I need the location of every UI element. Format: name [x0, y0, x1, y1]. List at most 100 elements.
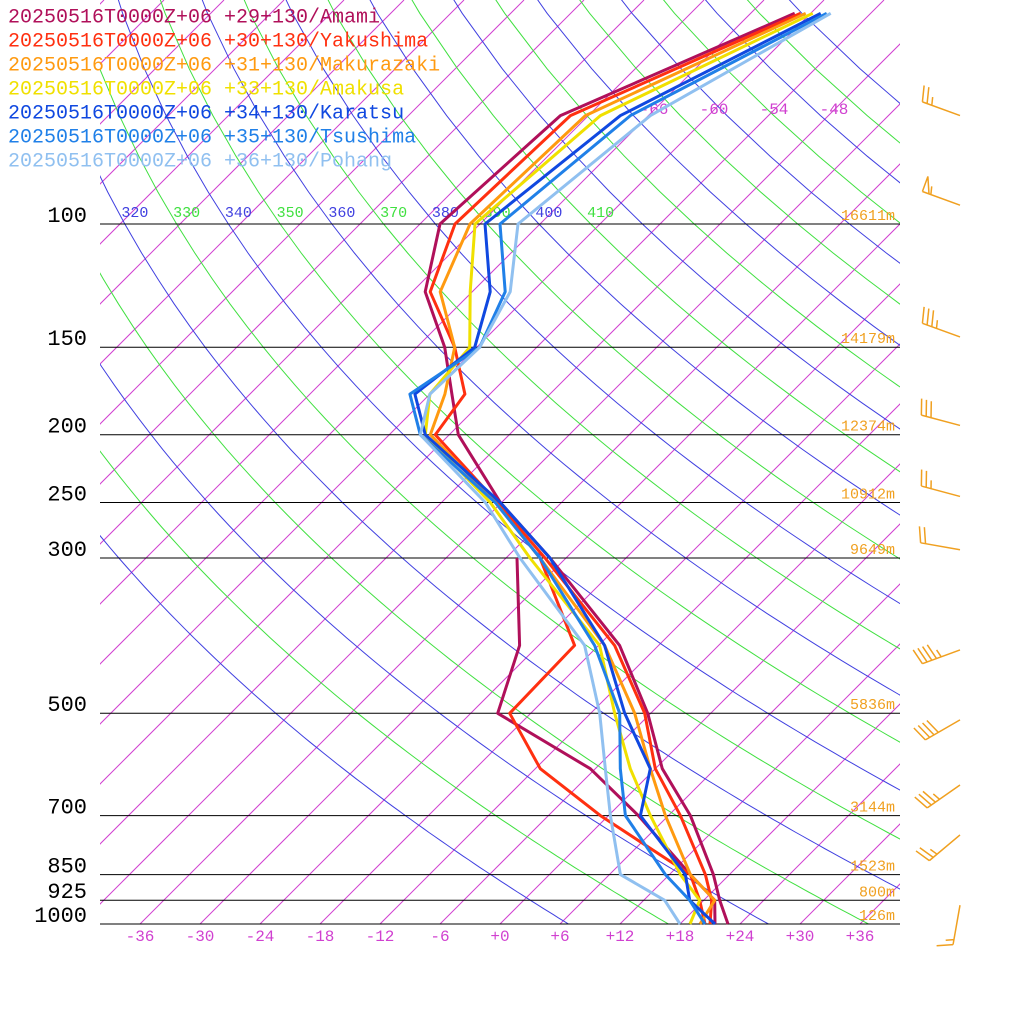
dry-adiabat	[100, 272, 870, 924]
legend-entry: 20250516T0000Z+06 +34+130/Karatsu	[8, 102, 404, 125]
y-tick-label: 925	[47, 880, 87, 905]
wind-barb	[914, 784, 961, 809]
x-tick-label: +12	[606, 928, 635, 946]
legend-entry: 20250516T0000Z+06 +30+130/Yakushima	[8, 30, 428, 53]
dry-adiabat	[411, 0, 900, 473]
profile-line	[408, 11, 828, 925]
height-label: 800m	[859, 884, 895, 901]
isotherm	[100, 0, 645, 545]
wind-barb	[913, 719, 961, 741]
isotherm	[980, 0, 1024, 924]
x-tick-label: +24	[726, 928, 755, 946]
y-tick-label: 250	[47, 482, 87, 507]
dry-adiabat	[100, 534, 570, 924]
isotherm	[499, 523, 900, 924]
height-label: 5836m	[850, 697, 895, 714]
isotherm	[439, 463, 900, 924]
isotherm	[739, 763, 900, 924]
y-tick-label: 300	[47, 538, 87, 563]
legend-entry: 20250516T0000Z+06 +31+130/Makurazaki	[8, 54, 440, 77]
dry-adiabat	[704, 0, 900, 184]
dry-adiabat	[369, 0, 900, 516]
x-tick-label: +36	[846, 928, 875, 946]
dry-adiabat	[453, 0, 900, 430]
profile-line	[423, 11, 814, 925]
isotherm	[199, 223, 900, 924]
isotherm	[619, 643, 900, 924]
y-tick-label: 500	[47, 693, 87, 718]
dry-adiabat	[579, 0, 900, 305]
dry-adiabat	[285, 0, 900, 605]
isotherm	[100, 0, 825, 725]
dry-adiabat	[201, 0, 900, 696]
isotherm	[100, 0, 285, 185]
isotherm-label: -48	[820, 101, 849, 119]
wind-barb	[936, 905, 961, 947]
theta-label: 350	[277, 205, 304, 222]
isotherm-label: -60	[700, 101, 729, 119]
height-label: 10912m	[841, 487, 895, 504]
isotherm	[100, 0, 885, 785]
isotherm	[100, 103, 900, 905]
height-label: 12374m	[841, 419, 895, 436]
dry-adiabat	[159, 0, 900, 743]
wind-barb	[920, 469, 961, 498]
x-tick-label: -30	[186, 928, 215, 946]
profile-line	[428, 11, 802, 925]
theta-label: 340	[225, 205, 252, 222]
height-label: 126m	[859, 908, 895, 925]
wind-barb	[921, 306, 961, 338]
x-tick-label: -24	[246, 928, 275, 946]
isotherm	[679, 703, 900, 924]
x-tick-label: +6	[550, 928, 569, 946]
height-label: 9649m	[850, 542, 895, 559]
dry-adiabat	[243, 0, 900, 650]
legend-entry: 20250516T0000Z+06 +29+130/Amami	[8, 6, 380, 29]
theta-label: 330	[173, 205, 200, 222]
x-tick-label: +18	[666, 928, 695, 946]
theta-label: 400	[535, 205, 562, 222]
isotherm	[799, 823, 900, 924]
wind-barb	[921, 176, 961, 206]
isotherm-label: -54	[760, 101, 789, 119]
x-tick-label: -6	[430, 928, 449, 946]
y-tick-label: 850	[47, 854, 87, 879]
y-tick-label: 150	[47, 327, 87, 352]
theta-label: 380	[432, 205, 459, 222]
wind-barb	[921, 85, 961, 117]
y-tick-label: 100	[47, 204, 87, 229]
x-tick-label: +30	[786, 928, 815, 946]
wind-barb	[920, 398, 961, 427]
isotherm	[100, 0, 405, 305]
isotherm	[259, 283, 900, 924]
dry-adiabat	[327, 0, 900, 560]
wind-barb	[912, 644, 961, 665]
dry-adiabat	[100, 450, 670, 924]
isotherm	[319, 343, 900, 924]
isotherm	[139, 163, 900, 924]
dry-adiabat	[788, 0, 900, 105]
isotherm	[559, 583, 900, 924]
isotherm	[100, 0, 525, 425]
isotherm	[100, 43, 900, 845]
y-tick-label: 700	[47, 795, 87, 820]
wind-barb	[918, 526, 961, 551]
height-label: 16611m	[841, 208, 895, 225]
profile-line	[413, 11, 822, 926]
isotherm	[920, 0, 1024, 924]
profile-line	[508, 557, 707, 925]
height-label: 3144m	[850, 800, 895, 817]
theta-label: 410	[587, 205, 614, 222]
dry-adiabat	[100, 68, 900, 840]
legend-entry: 20250516T0000Z+06 +35+130/Tsushima	[8, 126, 416, 149]
isotherm	[379, 403, 900, 924]
x-tick-label: -36	[126, 928, 155, 946]
legend-entry: 20250516T0000Z+06 +36+130/Pohang	[8, 150, 392, 173]
profile-line	[418, 11, 832, 925]
theta-label: 360	[328, 205, 355, 222]
x-tick-label: -18	[306, 928, 335, 946]
x-tick-label: -12	[366, 928, 395, 946]
foreground: 100 16611m 150 14179m 200 12374m 250 10912m 300 9…	[8, 6, 961, 947]
isotherm	[100, 0, 705, 605]
